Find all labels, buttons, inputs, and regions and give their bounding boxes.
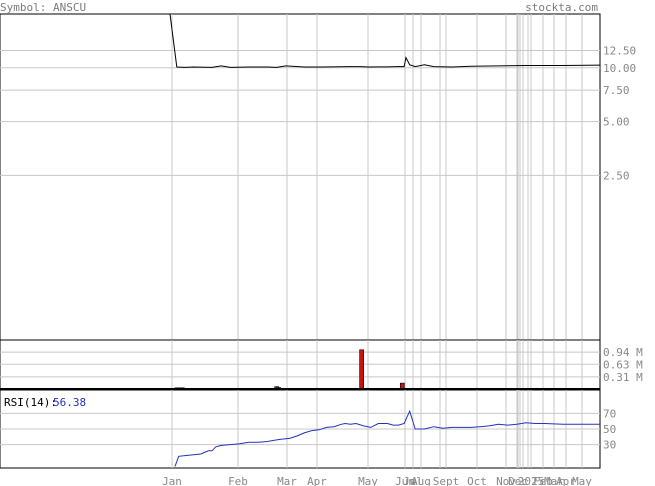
symbol-label: Symbol: ANSCU <box>0 1 86 14</box>
volume-axis-ticks: 0.94 M0.63 M0.31 M <box>603 346 643 384</box>
price-panel-frame <box>0 13 601 341</box>
price-series <box>169 13 601 68</box>
x-tick-label: May <box>358 475 378 486</box>
price-axis-ticks: 12.50 10.00 7.50 5.00 2.50 <box>603 44 636 182</box>
x-tick-label: Jun <box>395 475 415 486</box>
rsi-value: 56.38 <box>53 396 86 409</box>
volume-panel-frame <box>0 339 601 391</box>
x-tick-label: Dec <box>508 475 528 486</box>
x-tick-label: Feb <box>533 475 553 486</box>
x-tick-label: May <box>572 475 592 486</box>
rsi-line <box>174 409 600 467</box>
volume-bars <box>174 349 405 390</box>
x-tick-label: Oct <box>467 475 487 486</box>
volume-bar <box>359 349 364 390</box>
rsi-panel: 70 50 30 RSI(14): 56.38 <box>0 389 616 469</box>
x-tick-label: Aug <box>411 475 431 486</box>
volume-tick-label: 0.63 M <box>603 358 643 371</box>
price-tick-label: 5.00 <box>603 116 630 129</box>
x-tick-label: Feb <box>228 475 248 486</box>
rsi-tick-label: 30 <box>603 439 616 452</box>
rsi-series <box>174 409 600 467</box>
volume-tick-label: 0.31 M <box>603 371 643 384</box>
price-tick-label: 12.50 <box>603 44 636 57</box>
rsi-tick-label: 70 <box>603 407 616 420</box>
x-tick-label: Mar <box>277 475 297 486</box>
price-tick-label: 7.50 <box>603 84 630 97</box>
volume-tick-label: 0.94 M <box>603 346 643 359</box>
x-tick-label: Apr <box>307 475 327 486</box>
x-tick-label: Apr <box>556 475 576 486</box>
x-tick-label: Mar <box>544 475 564 486</box>
price-panel: 12.50 10.00 7.50 5.00 2.50 <box>0 13 636 341</box>
rsi-axis-ticks: 70 50 30 <box>603 407 616 451</box>
volume-grid <box>0 340 600 390</box>
rsi-grid <box>0 390 600 468</box>
x-tick-label: Jan <box>162 475 182 486</box>
site-label: stockta.com <box>525 1 598 14</box>
price-line <box>169 13 601 68</box>
volume-panel: 0.94 M0.63 M0.31 M <box>0 339 643 391</box>
price-tick-label: 10.00 <box>603 62 636 75</box>
price-tick-label: 2.50 <box>603 169 630 182</box>
x-tick-label: Jul <box>403 475 423 486</box>
x-tick-label: Sept <box>433 475 460 486</box>
price-grid <box>0 14 600 340</box>
rsi-label: RSI(14): <box>4 396 57 409</box>
rsi-tick-label: 50 <box>603 423 616 436</box>
x-tick-label: Nov <box>496 475 516 486</box>
x-tick-label: 2025 <box>518 475 545 486</box>
